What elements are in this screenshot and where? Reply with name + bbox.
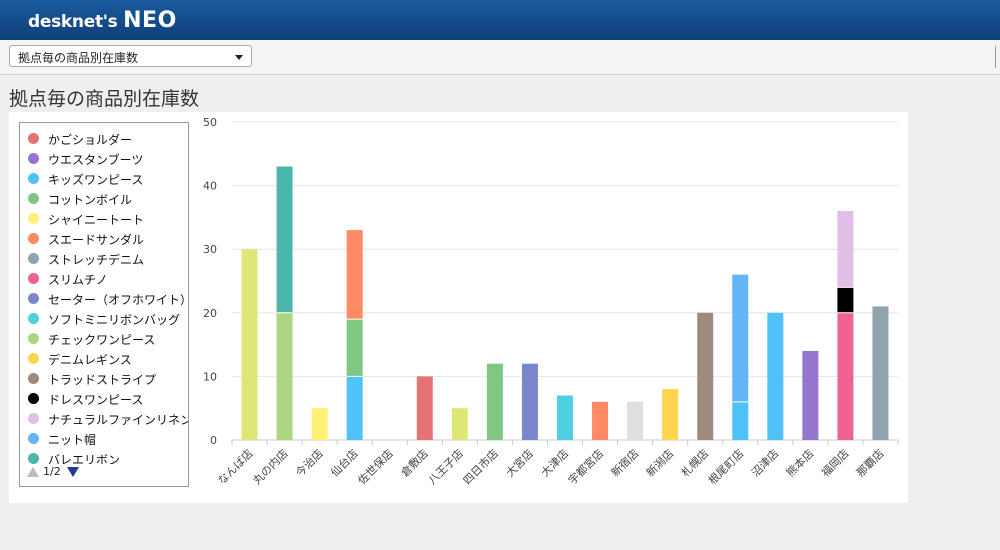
y-tick-label: 40 [203, 180, 217, 193]
bar-segment [451, 408, 468, 440]
x-tick-label: なんば店 [215, 446, 256, 487]
bar-segment [697, 312, 714, 440]
legend-label: かごショルダー [48, 133, 133, 147]
bar-segment [837, 287, 854, 313]
logo-neo: NEO [123, 8, 177, 33]
bar-segment [276, 312, 293, 440]
x-tick-label: 仙台店 [328, 446, 361, 479]
legend-label: ソフトミニリボンバッグ [48, 313, 181, 327]
legend-swatch [28, 193, 39, 204]
x-tick-label: 倉敷店 [398, 446, 431, 479]
legend-swatch [28, 213, 39, 224]
x-tick-label: 今治店 [293, 446, 326, 479]
legend-pager: 1/2 [27, 464, 187, 480]
bar-segment [346, 319, 363, 377]
legend-label: トラッドストライプ [48, 373, 157, 387]
legend-prev-page-icon[interactable] [27, 467, 39, 477]
x-tick-label: 札幌店 [678, 446, 711, 479]
y-tick-label: 20 [203, 307, 217, 320]
legend-swatch [28, 273, 39, 284]
bar-segment [767, 312, 784, 440]
x-tick-label: 佐世保店 [355, 446, 396, 487]
legend-label: シャイニートート [48, 213, 145, 227]
chart-legend: かごショルダー ウエスタンブーツ キッズワンピース コットンボイル シャイニートート スエ… [19, 122, 189, 487]
legend-label: チェックワンピース [48, 333, 156, 347]
bar-segment [521, 363, 538, 440]
legend-swatch [28, 233, 39, 244]
y-tick-label: 30 [203, 243, 217, 256]
legend-swatch [28, 153, 39, 164]
legend-swatch [28, 353, 39, 364]
x-tick-label: 大津店 [538, 446, 571, 479]
legend-swatch [28, 133, 39, 144]
bar-segment [276, 166, 293, 313]
chevron-down-icon [235, 55, 243, 60]
legend-label: ニット帽 [48, 433, 97, 447]
bar-segment [732, 274, 749, 402]
page-title: 拠点毎の商品別在庫数 [9, 88, 200, 110]
bar-segment [346, 376, 363, 440]
bar-segment [872, 306, 889, 440]
legend-swatch [28, 333, 39, 344]
legend-swatch [28, 293, 39, 304]
legend-label: ドレスワンピース [48, 393, 144, 407]
legend-label: セーター（オフホワイト） [48, 293, 189, 307]
legend-swatch [28, 173, 39, 184]
legend-label: キッズワンピース [48, 173, 144, 187]
x-tick-label: 新宿店 [608, 446, 641, 479]
x-tick-label: 新潟店 [643, 446, 676, 479]
legend-label: バレエリボン [48, 453, 121, 467]
legend-page-indicator: 1/2 [43, 465, 61, 478]
x-tick-label: 根尾町店 [705, 446, 746, 487]
x-tick-label: 那覇店 [853, 446, 886, 479]
legend-next-page-icon[interactable] [67, 467, 79, 477]
bar-segment [837, 211, 854, 288]
x-tick-label: 八王子店 [425, 446, 466, 487]
bar-segment [241, 249, 258, 440]
bar-segment [592, 401, 609, 440]
legend-label: デニムレギンス [48, 353, 132, 367]
bar-segment [486, 363, 503, 440]
report-select[interactable]: 拠点毎の商品別在庫数 [9, 45, 252, 67]
bar-segment [662, 389, 679, 440]
legend-label: スエードサンダル [48, 233, 145, 247]
legend-swatch [28, 253, 39, 264]
report-select-value: 拠点毎の商品別在庫数 [18, 51, 139, 65]
x-tick-label: 四日市店 [460, 446, 501, 487]
logo-text: desknet's [28, 12, 118, 32]
y-tick-label: 50 [203, 116, 217, 129]
legend-label: ナチュラルファインリネン [48, 413, 189, 427]
legend-label: ウエスタンブーツ [48, 153, 144, 167]
x-tick-label: 福岡店 [818, 446, 851, 479]
x-tick-label: 大宮店 [503, 446, 536, 479]
bar-segment [732, 401, 749, 440]
legend-swatch [28, 413, 39, 424]
legend-swatch [28, 373, 39, 384]
legend-swatch [28, 453, 39, 464]
bar-segment [311, 408, 328, 440]
legend-swatch [28, 433, 39, 444]
bar-segment [416, 376, 433, 440]
bar-segment [346, 230, 363, 320]
app-logo[interactable]: desknet's NEO [28, 8, 177, 33]
app-header: desknet's NEO [0, 0, 1000, 40]
legend-label: スリムチノ [48, 273, 108, 287]
y-tick-label: 0 [210, 434, 217, 447]
x-tick-label: 熊本店 [783, 446, 816, 479]
toolbar-divider [995, 46, 996, 68]
x-tick-label: 沼津店 [748, 446, 781, 479]
bar-segment [627, 401, 644, 440]
bar-segment [557, 395, 573, 440]
x-tick-label: 丸の内店 [250, 446, 291, 487]
legend-label: コットンボイル [48, 193, 133, 207]
x-tick-label: 宇都宮店 [565, 446, 606, 487]
legend-label: ストレッチデニム [48, 253, 145, 267]
bar-segment [802, 350, 819, 440]
bar-segment [837, 312, 854, 440]
legend-swatch [28, 393, 39, 404]
y-tick-label: 10 [203, 370, 217, 383]
legend-swatch [28, 313, 39, 324]
